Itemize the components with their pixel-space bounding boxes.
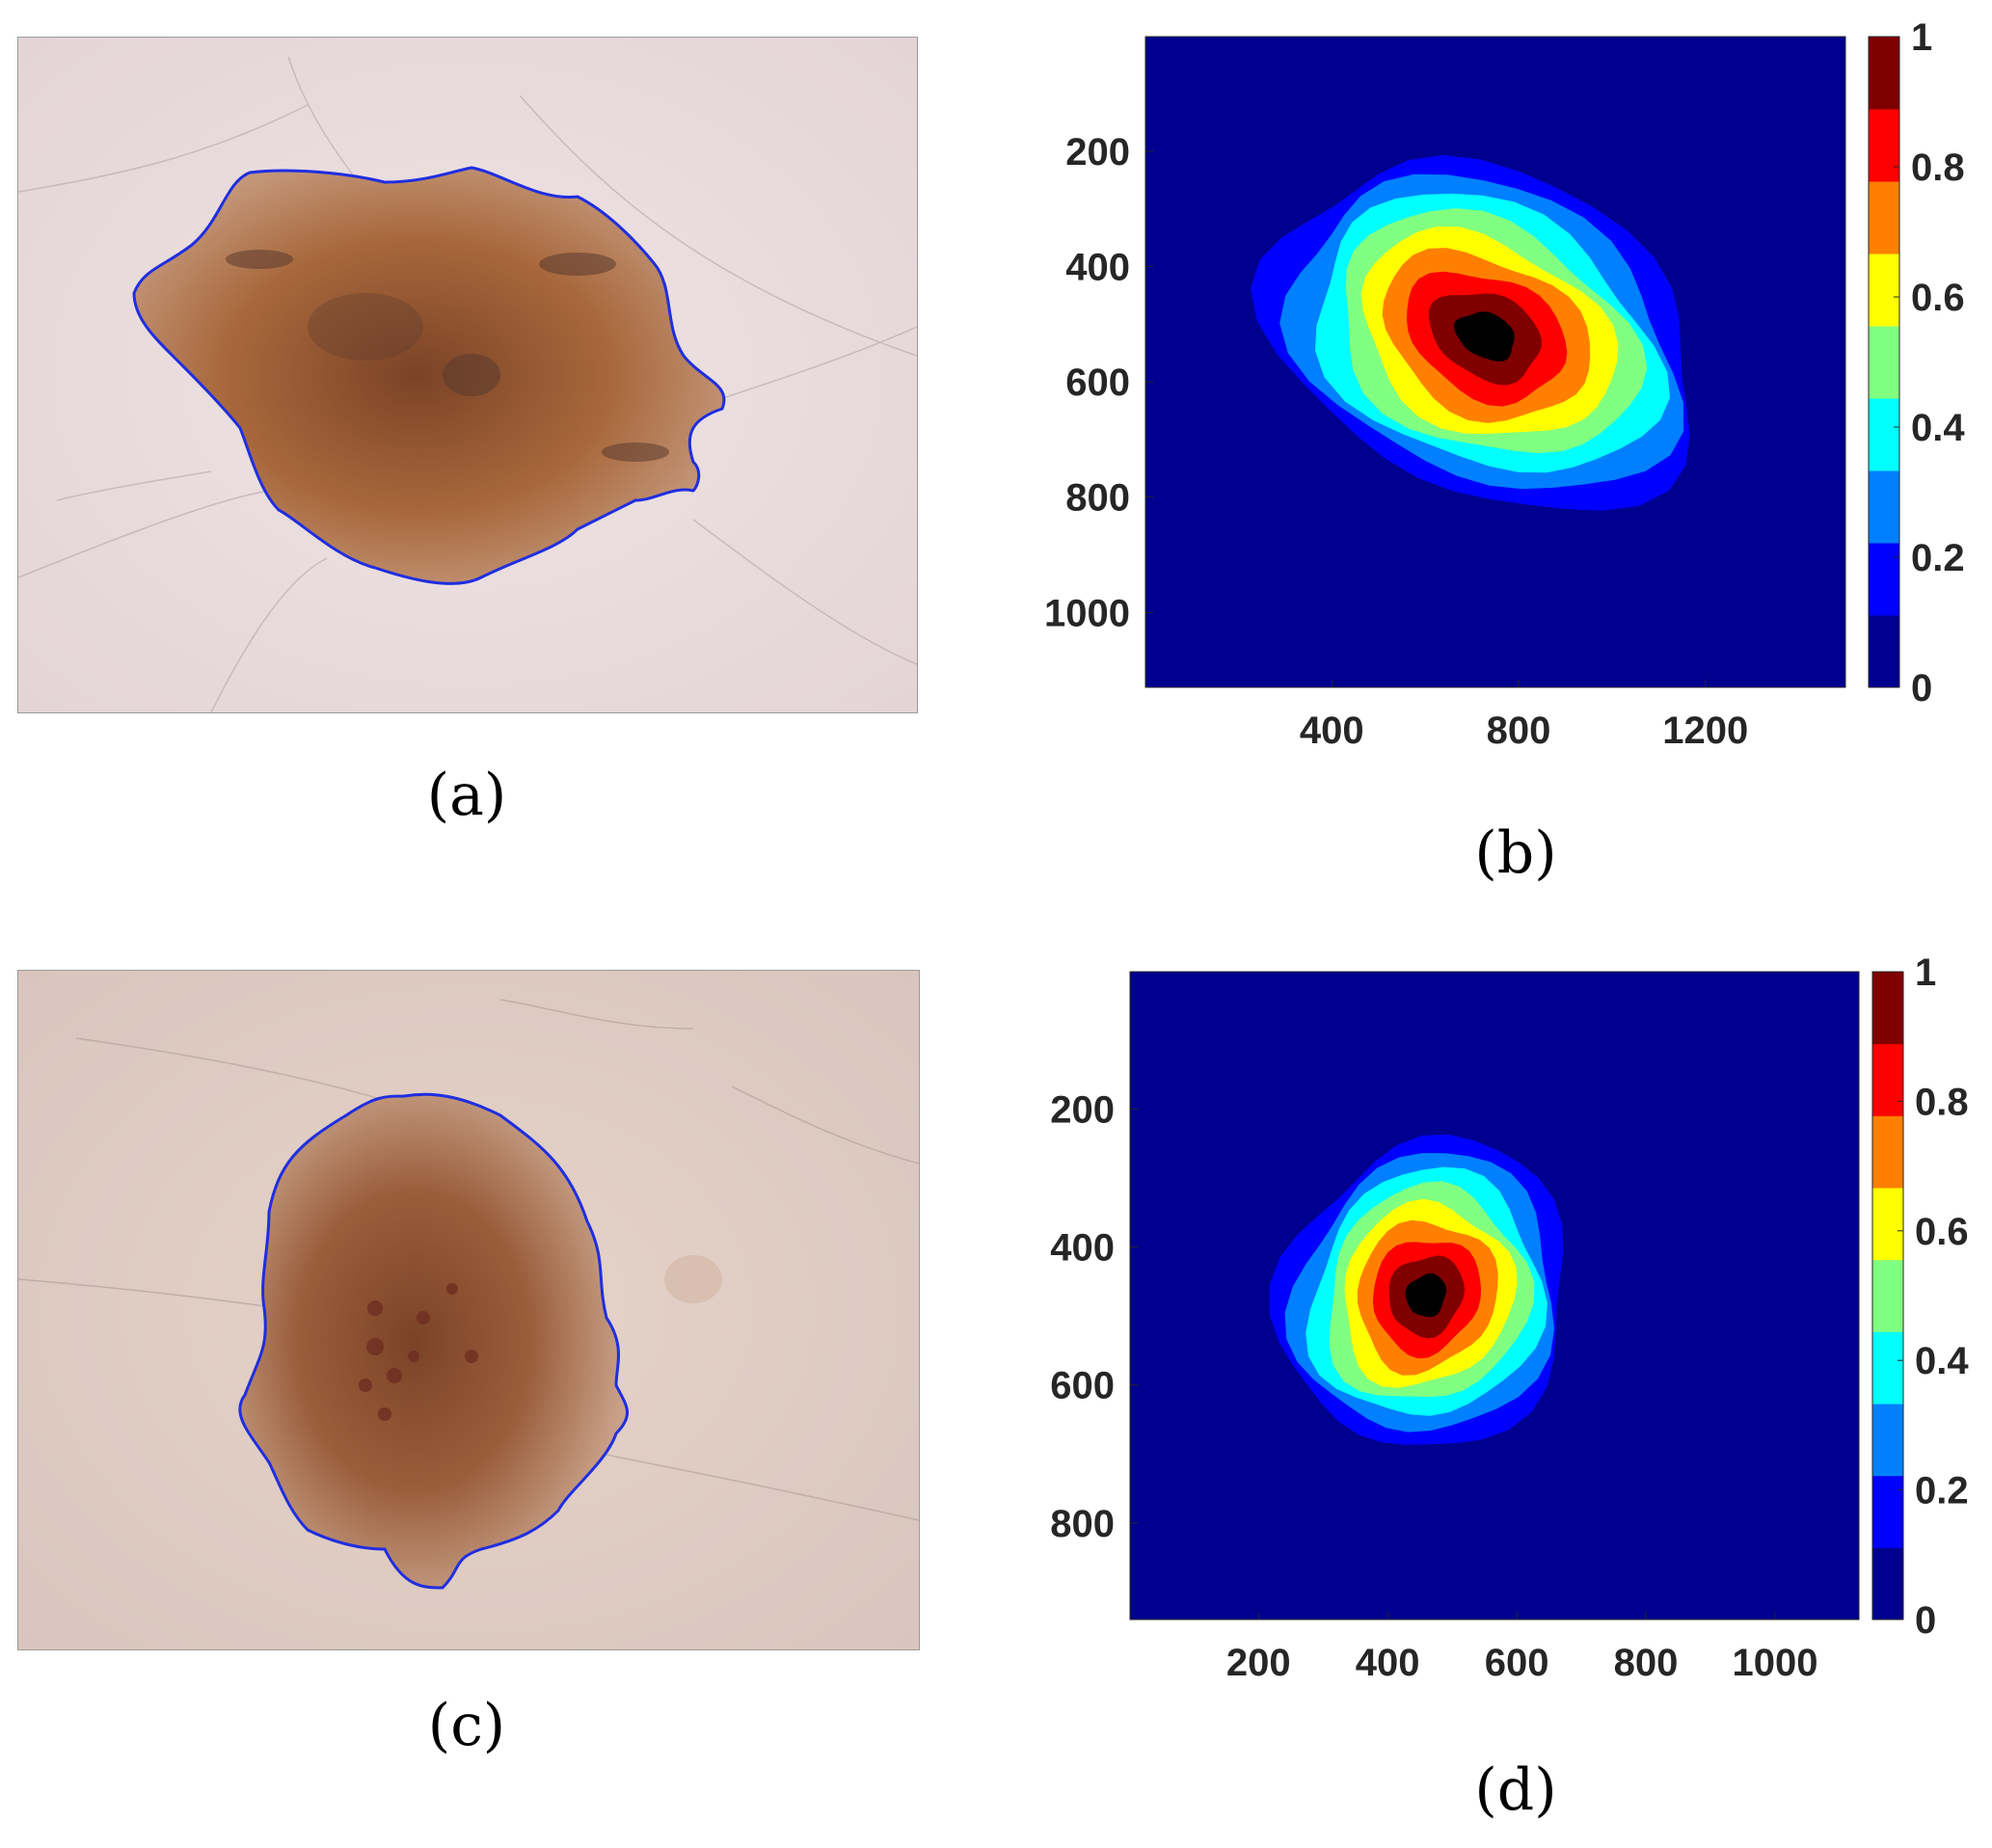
x-tick-label: 1000 — [1732, 1642, 1817, 1684]
y-tick-label: 400 — [1050, 1227, 1115, 1270]
x-tick-label: 400 — [1356, 1642, 1420, 1684]
caption-b: (b) — [1474, 819, 1557, 887]
y-tick-label: 600 — [1050, 1365, 1115, 1407]
colorbar-tick-label: 0.2 — [1911, 537, 1965, 579]
colorbar-tick-label: 0.4 — [1915, 1340, 1969, 1382]
colorbar-segment — [1869, 181, 1899, 254]
lesion-photo-a — [17, 37, 918, 713]
colorbar-frame — [1868, 36, 1900, 688]
y-tick-label: 600 — [1065, 362, 1130, 404]
colorbar-tick-label: 0.4 — [1911, 407, 1965, 449]
colorbar-tick-label: 0.8 — [1911, 147, 1965, 189]
lesion-border-a — [132, 166, 726, 585]
colorbar-segment — [1872, 1331, 1903, 1405]
heatmap-chart-b: 400 800 1200 200 400 600 800 1000 0 0.2 0.4 0.6 0.8 1 — [1044, 19, 1965, 752]
colorbar-tick-label: 0.6 — [1915, 1211, 1969, 1253]
colorbar-segment — [1869, 326, 1899, 399]
x-tick-label: 200 — [1226, 1642, 1291, 1684]
colorbar-segment — [1872, 1547, 1903, 1620]
colorbar-segment — [1869, 109, 1899, 182]
x-tick-label: 800 — [1487, 710, 1551, 752]
colorbar-segment — [1872, 1475, 1903, 1548]
contour-band-0.9 — [1405, 1272, 1447, 1318]
lesion-photo-c — [17, 970, 920, 1650]
colorbar-segment — [1869, 543, 1899, 616]
x-tick-label: 400 — [1300, 710, 1364, 752]
caption-c: (c) — [427, 1692, 506, 1759]
colorbar-segment — [1872, 1259, 1903, 1332]
caption-a: (a) — [426, 762, 507, 829]
colorbar-tick-label: 0.8 — [1915, 1081, 1969, 1123]
axes-frame — [1144, 36, 1846, 688]
y-tick-label: 400 — [1065, 247, 1130, 289]
colorbar-segment — [1869, 254, 1899, 327]
x-tick-label: 1200 — [1662, 710, 1748, 752]
y-tick-label: 1000 — [1044, 592, 1130, 634]
lesion-area-c — [239, 1094, 628, 1588]
colorbar-tick-label: 1 — [1915, 954, 1936, 994]
lesion-border-c — [238, 1092, 630, 1590]
colorbar-segment — [1869, 470, 1899, 544]
lesion-pigment-a — [226, 250, 669, 462]
y-tick-label: 800 — [1050, 1503, 1115, 1545]
lesion-photo-c-canvas — [18, 971, 919, 1649]
heatmap-chart-d: 200 400 600 800 1000 200 400 600 800 0 0.2 0.4 0.6 0.… — [1050, 954, 1969, 1684]
lesion-globules-c — [359, 1283, 478, 1421]
colorbar-segment — [1869, 37, 1899, 110]
axes-frame — [1129, 971, 1860, 1620]
lesion-photo-a-canvas — [18, 38, 917, 712]
y-tick-label: 200 — [1050, 1088, 1115, 1131]
y-tick-label: 800 — [1065, 477, 1130, 520]
colorbar-tick-label: 0.2 — [1915, 1470, 1969, 1513]
hair-lines — [18, 999, 919, 1521]
colorbar-segment — [1872, 1115, 1903, 1189]
colorbar-tick-label: 0 — [1911, 667, 1932, 710]
caption-d: (d) — [1474, 1756, 1557, 1824]
colorbar-segment — [1869, 398, 1899, 471]
colorbar-tick-label: 0 — [1915, 1599, 1936, 1642]
colorbar-frame — [1871, 971, 1904, 1620]
colorbar-segment — [1872, 1043, 1903, 1116]
x-tick-label: 800 — [1614, 1642, 1679, 1684]
y-tick-label: 200 — [1065, 131, 1130, 174]
contour-band-0.9 — [1453, 311, 1515, 362]
colorbar-tick-label: 1 — [1911, 19, 1932, 59]
colorbar-segment — [1872, 1188, 1903, 1261]
colorbar-segment — [1872, 1404, 1903, 1477]
colorbar-segment — [1872, 972, 1903, 1045]
x-tick-label: 600 — [1485, 1642, 1549, 1684]
colorbar-segment — [1869, 615, 1899, 688]
colorbar-tick-label: 0.6 — [1911, 277, 1965, 319]
